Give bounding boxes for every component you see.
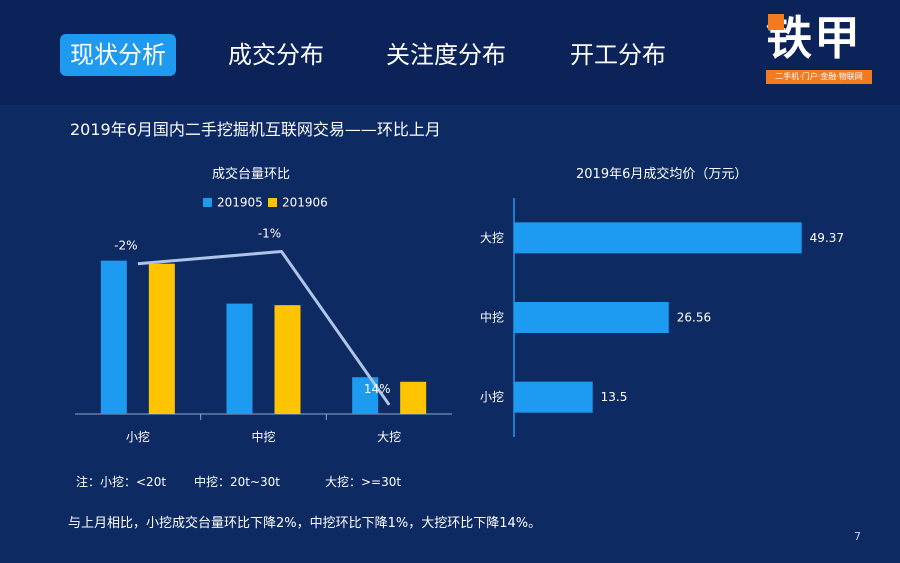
data-label: 49.37 — [810, 231, 844, 245]
hbar-2 — [514, 302, 669, 333]
y-tick-label: 中挖 — [480, 310, 504, 325]
ratio-label: -1% — [258, 226, 281, 240]
y-tick-label: 小挖 — [480, 389, 504, 404]
logo-tagline: 二手机·门户·金融·物联网 — [766, 70, 872, 84]
tab-status-analysis[interactable]: 现状分析 — [60, 34, 176, 76]
bar-201905-1 — [100, 260, 127, 414]
tab-work-distribution[interactable]: 开工分布 — [570, 41, 666, 69]
bar-201906-2 — [274, 305, 301, 414]
brand-logo: 铁甲 二手机·门户·金融·物联网 — [766, 10, 872, 86]
legend-item-201906: 201906 — [268, 195, 328, 210]
left-chart-title: 成交台量环比 — [212, 167, 291, 182]
ratio-line — [137, 249, 391, 406]
logo-accent-square — [768, 14, 784, 30]
x-tick-label: 大挖 — [377, 429, 401, 444]
right-chart-title: 2019年6月成交均价（万元） — [576, 167, 748, 182]
slide-subtitle: 2019年6月国内二手挖掘机互联网交易——环比上月 — [70, 120, 441, 139]
bar-201905-2 — [226, 303, 253, 414]
summary-text: 与上月相比，小挖成交台量环比下降2%，中挖环比下降1%，大挖环比下降14%。 — [68, 516, 542, 531]
x-tick-label: 小挖 — [126, 429, 150, 444]
x-tick-label: 中挖 — [251, 429, 275, 444]
bar-201906-3 — [400, 381, 427, 414]
legend-item-201905: 201905 — [203, 195, 263, 210]
bar-201906-1 — [148, 263, 175, 414]
y-tick-label: 大挖 — [480, 230, 504, 245]
note-large: 大挖：>=30t — [325, 475, 402, 489]
note-small: 注：小挖：<20t — [76, 475, 167, 489]
data-label: 26.56 — [677, 311, 711, 325]
ratio-label: -2% — [114, 239, 137, 253]
hbar-3 — [514, 381, 593, 413]
page-number: 7 — [854, 530, 861, 543]
note-medium: 中挖：20t~30t — [194, 475, 281, 489]
ratio-label: 14% — [364, 382, 391, 396]
legend-swatch — [203, 198, 212, 207]
tab-attention-distribution[interactable]: 关注度分布 — [386, 41, 506, 69]
legend-label: 201906 — [282, 195, 328, 210]
legend-swatch — [268, 198, 277, 207]
data-label: 13.5 — [601, 390, 628, 404]
hbar-1 — [514, 222, 802, 254]
legend-label: 201905 — [217, 195, 263, 210]
tab-deal-distribution[interactable]: 成交分布 — [228, 41, 324, 69]
